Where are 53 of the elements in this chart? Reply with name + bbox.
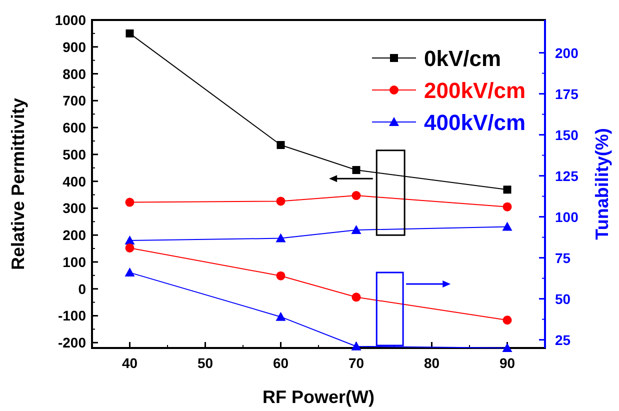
point [276, 141, 285, 150]
y-tick-label: -100 [58, 308, 86, 324]
y-tick-label: 1000 [54, 12, 86, 28]
point [276, 196, 286, 206]
legend-label: 400kV/cm [424, 110, 526, 135]
y-tick-label: 300 [62, 200, 86, 216]
point [276, 233, 286, 242]
y2-tick-label: 50 [555, 290, 571, 307]
x-tick-label: 50 [197, 355, 214, 371]
x-axis-title: RF Power(W) [262, 387, 374, 407]
y2-tick-label: 75 [555, 250, 571, 266]
legend-label: 200kV/cm [424, 78, 526, 103]
y-tick-label: 200 [62, 227, 86, 244]
point [502, 343, 512, 352]
point [124, 268, 135, 277]
y2-tick-label: 125 [555, 168, 579, 184]
point [502, 202, 512, 212]
point [352, 292, 361, 302]
point [124, 235, 135, 244]
point [126, 29, 134, 38]
point [502, 316, 512, 325]
y-tick-label: 800 [62, 66, 86, 82]
y-tick-label: 600 [62, 120, 86, 136]
y2-tick-label: 150 [555, 126, 579, 143]
y2-tick-label: 200 [555, 44, 579, 61]
x-tick-label: 80 [424, 355, 440, 371]
y2-tick-label: 100 [555, 208, 579, 225]
point [125, 243, 134, 252]
point [503, 186, 512, 194]
x-tick-label: 40 [122, 355, 138, 371]
point [351, 341, 362, 350]
point [276, 271, 286, 280]
point [352, 166, 360, 174]
y-tick-label: 400 [62, 173, 86, 190]
point [125, 198, 134, 207]
x-tick-label: 70 [348, 355, 364, 371]
y2-axis-title: Tunability(%) [592, 128, 612, 240]
y-tick-label: 500 [62, 146, 86, 162]
point [351, 224, 362, 234]
x-tick-label: 60 [272, 355, 289, 371]
y-tick-label: 700 [62, 92, 86, 109]
point [502, 222, 512, 231]
y-axis-title: Relative Permittivity [8, 98, 28, 270]
y2-tick-label: 175 [555, 86, 579, 102]
y-tick-label: 100 [62, 254, 86, 270]
y-tick-label: 900 [62, 38, 86, 55]
point [276, 312, 286, 321]
legend-label: 0kV/cm [424, 46, 502, 71]
y-tick-label: 0 [78, 280, 86, 297]
point [352, 191, 361, 200]
y-tick-label: -200 [58, 334, 86, 351]
y2-tick-label: 25 [555, 332, 571, 348]
x-tick-label: 90 [499, 355, 516, 371]
